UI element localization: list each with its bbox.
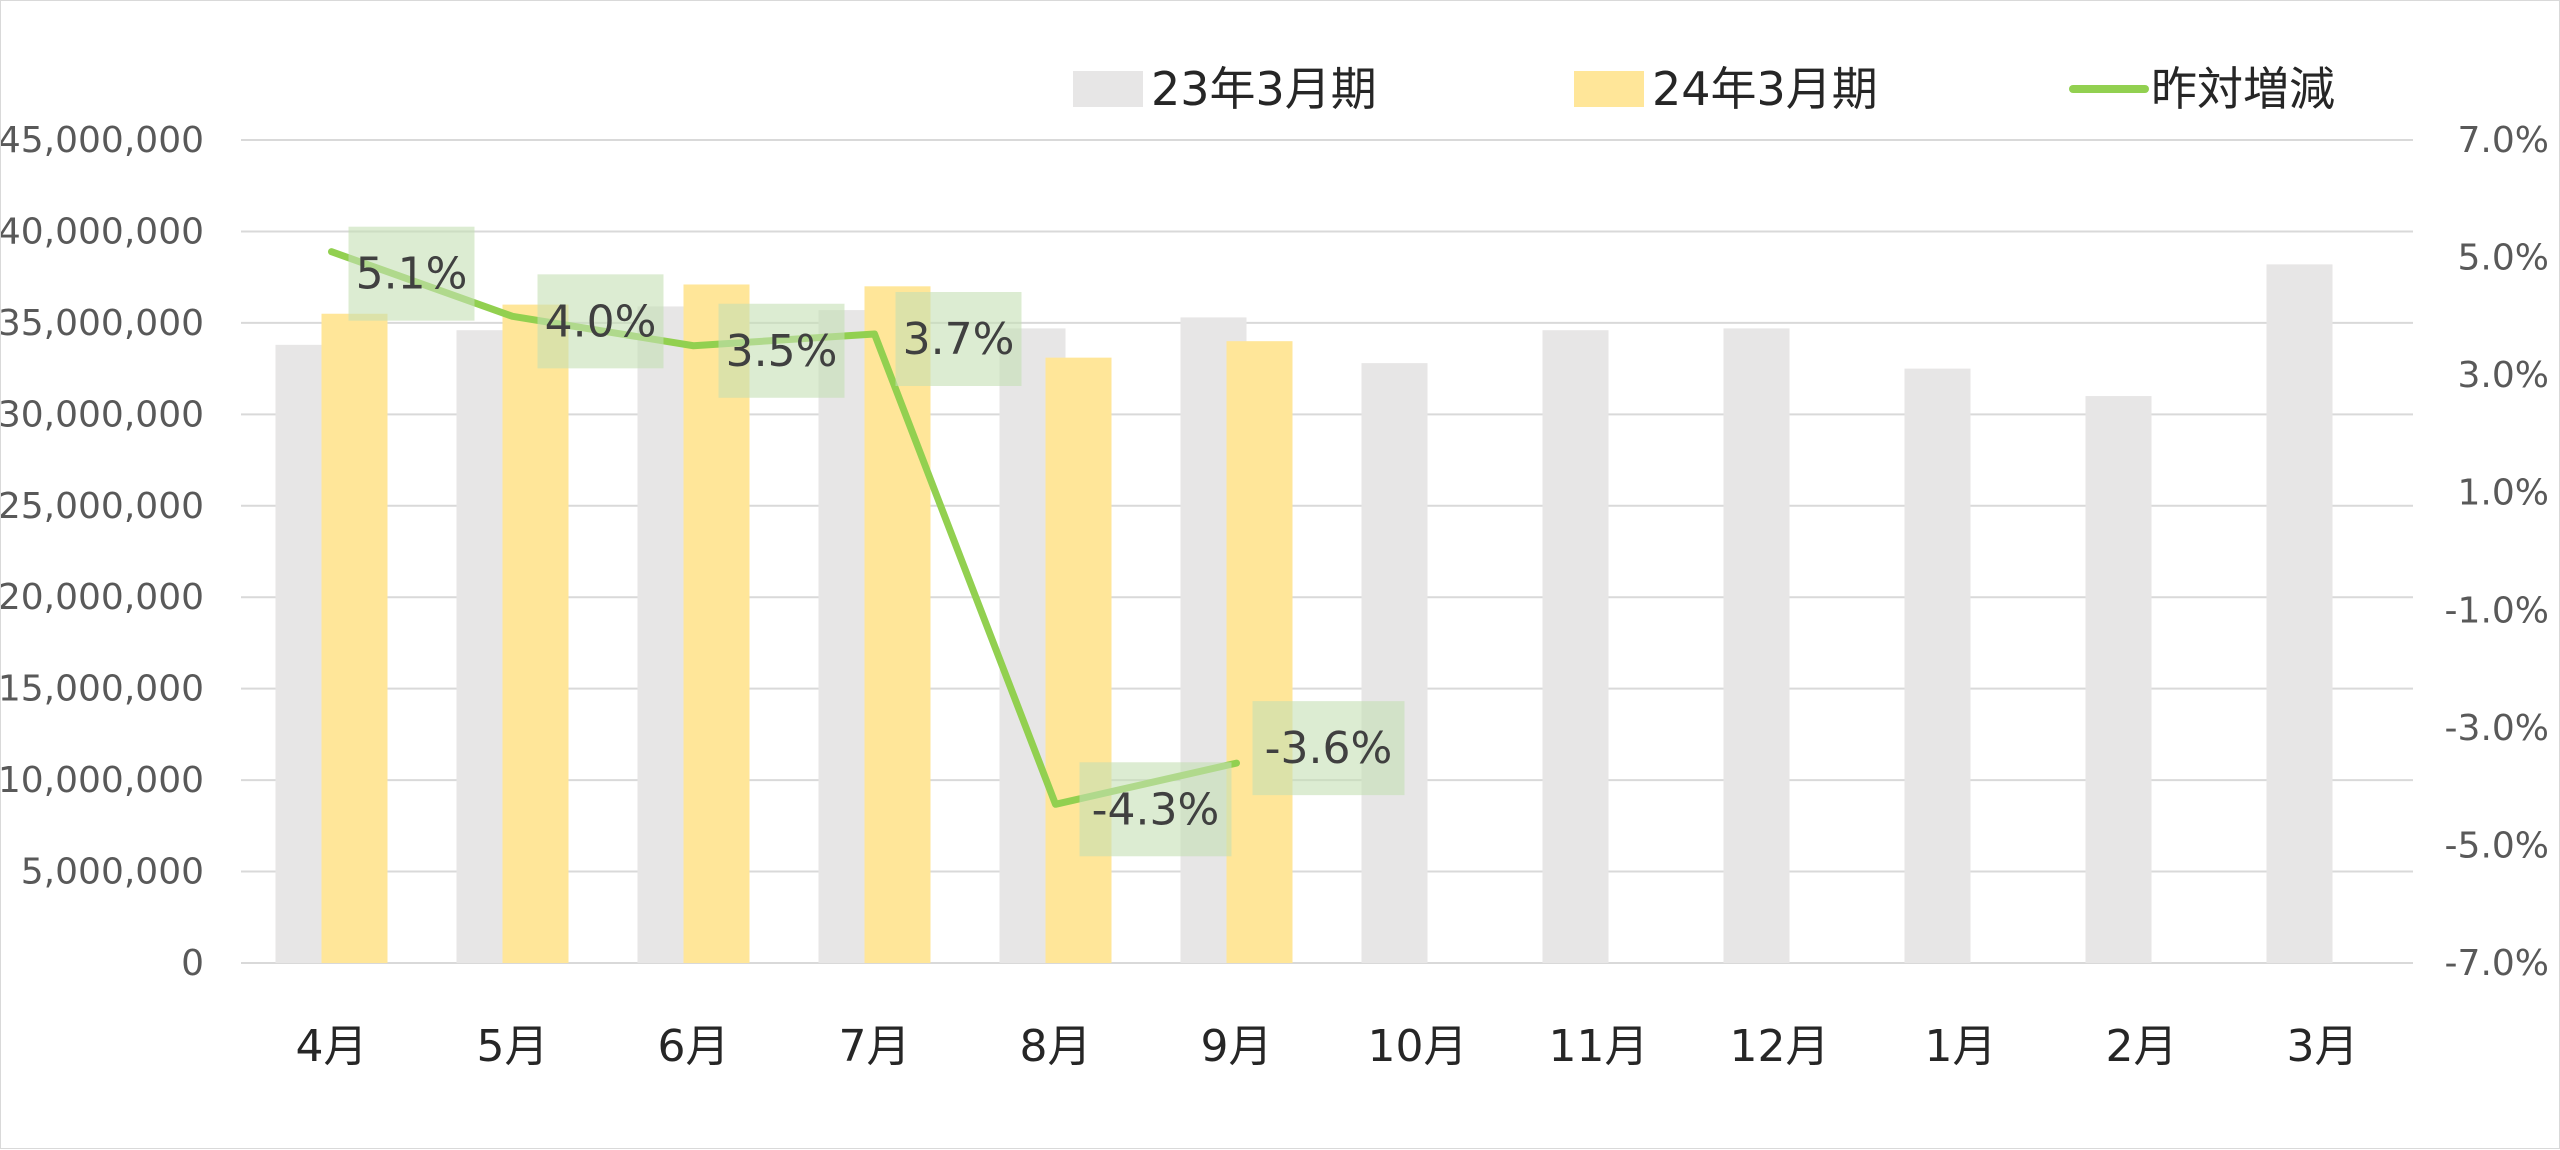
right-axis-tick-label: -7.0% — [2445, 943, 2549, 984]
category-label: 11月 — [1549, 1021, 1649, 1072]
gridlines — [241, 139, 2413, 964]
data-label-box — [1252, 701, 1405, 796]
data-label: -4.3% — [1092, 784, 1220, 835]
category-label: 6月 — [658, 1021, 730, 1072]
legend-label: 昨対増減 — [2151, 62, 2335, 116]
left-axis-tick-label: 30,000,000 — [1, 394, 204, 435]
bar-0-11 — [2266, 264, 2333, 963]
category-label: 5月 — [477, 1021, 549, 1072]
data-label-box — [1079, 762, 1232, 857]
left-axis-tick-label: 15,000,000 — [1, 669, 204, 710]
right-axis-tick-label: 7.0% — [2458, 120, 2549, 161]
left-axis-tick-label: 10,000,000 — [1, 760, 204, 801]
data-label-box — [895, 291, 1022, 386]
legend-label: 24年3月期 — [1652, 62, 1878, 116]
bar-1-5 — [1226, 341, 1293, 964]
bar-1-1 — [502, 304, 569, 964]
right-axis: -7.0% -5.0% -3.0% -1.0% 1.0% 3.0% 5.0% 7.0% — [2445, 120, 2549, 984]
right-axis-tick-label: -5.0% — [2445, 825, 2549, 866]
left-axis-tick-label: 35,000,000 — [1, 303, 204, 344]
legend-swatch — [1073, 71, 1143, 107]
category-label: 2月 — [2106, 1021, 2178, 1072]
right-axis-tick-label: 3.0% — [2458, 355, 2549, 396]
left-axis-tick-label: 45,000,000 — [1, 120, 204, 161]
bar-0-6 — [1361, 363, 1428, 963]
category-label: 1月 — [1925, 1021, 1997, 1072]
bar-0-10 — [2085, 396, 2152, 963]
bar-0-9 — [1904, 368, 1971, 964]
bar-0-8 — [1723, 328, 1790, 963]
data-label-box — [537, 274, 664, 369]
category-label: 12月 — [1730, 1021, 1830, 1072]
data-label: -3.6% — [1265, 723, 1393, 774]
data-labels: 5.1% 4.0% 3.5% 3.7% -4.3% -3.6% — [348, 226, 1405, 857]
category-label: 9月 — [1201, 1021, 1273, 1072]
category-label: 10月 — [1368, 1021, 1468, 1072]
left-axis-tick-label: 5,000,000 — [21, 852, 204, 893]
left-axis-tick-label: 25,000,000 — [1, 486, 204, 527]
category-label: 3月 — [2287, 1021, 2359, 1072]
data-label: 5.1% — [356, 249, 468, 300]
legend: 23年3月期 24年3月期 昨対増減 — [1073, 62, 2335, 116]
legend-swatch — [1574, 71, 1644, 107]
right-axis-tick-label: 1.0% — [2458, 473, 2549, 514]
bar-1-0 — [321, 313, 388, 963]
left-axis-tick-label: 20,000,000 — [1, 577, 204, 618]
data-label-box — [718, 303, 845, 398]
left-axis-tick-label: 40,000,000 — [1, 211, 204, 252]
legend-label: 23年3月期 — [1151, 62, 1377, 116]
category-label: 7月 — [839, 1021, 911, 1072]
right-axis-tick-label: -1.0% — [2445, 590, 2549, 631]
data-label: 3.5% — [726, 326, 838, 377]
bar-marks — [275, 264, 2333, 964]
left-axis: 0 5,000,000 10,000,000 15,000,000 20,000,000… — [1, 120, 204, 984]
category-label: 8月 — [1020, 1021, 1092, 1072]
data-label-box — [348, 226, 475, 321]
data-label: 3.7% — [903, 314, 1015, 365]
left-axis-tick-label: 0 — [181, 943, 204, 984]
data-label: 4.0% — [545, 296, 657, 347]
bar-0-7 — [1542, 330, 1609, 963]
category-label: 4月 — [296, 1021, 368, 1072]
right-axis-tick-label: -3.0% — [2445, 708, 2549, 749]
right-axis-tick-label: 5.0% — [2458, 238, 2549, 279]
bar-1-4 — [1045, 357, 1112, 963]
category-axis: 4月 5月 6月 7月 8月 9月 10月 11月 12月 1月 2月 3月 — [296, 1021, 2359, 1072]
